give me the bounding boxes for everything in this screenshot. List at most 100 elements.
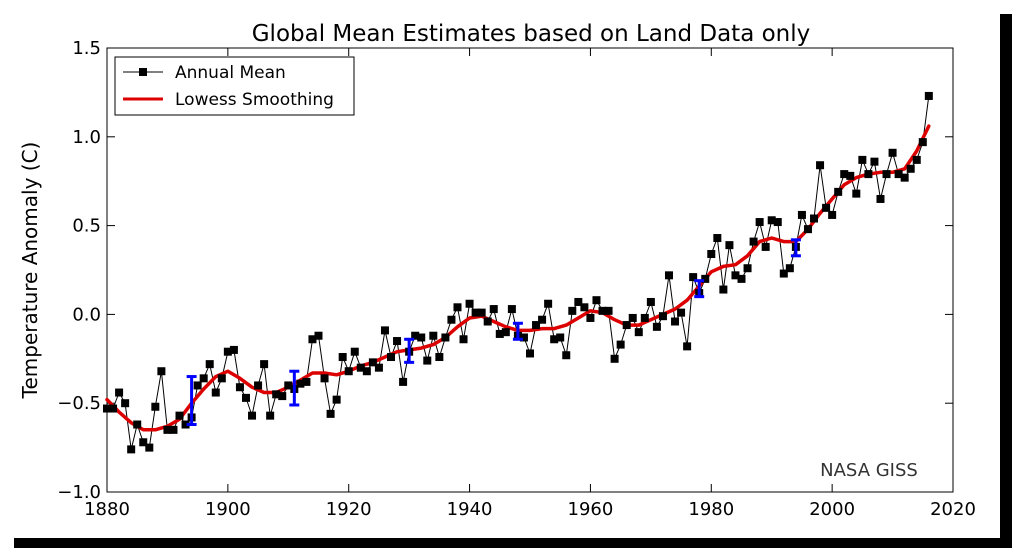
- plot-area: 1880 1900 1920 1940 1960 1980 2000 2020 −1.0 −0.5…: [57, 38, 976, 520]
- y-tick-label: 1.0: [72, 127, 101, 148]
- annual-mean-point: [332, 395, 341, 404]
- x-tick-label: 1880: [84, 499, 130, 520]
- annual-mean-point: [284, 381, 293, 390]
- annual-mean-point: [459, 335, 468, 344]
- annual-mean-point: [465, 299, 474, 308]
- annual-mean-point: [900, 173, 909, 182]
- annual-mean-point: [773, 218, 782, 227]
- annual-mean-point: [888, 148, 897, 157]
- annual-mean-point: [574, 297, 583, 306]
- annual-mean-point: [604, 306, 613, 315]
- annual-mean-point: [507, 305, 516, 314]
- annual-mean-point: [622, 321, 631, 330]
- y-tick-label: −0.5: [57, 393, 101, 414]
- chart-title: Global Mean Estimates based on Land Data…: [252, 21, 811, 47]
- annual-mean-point: [127, 445, 136, 454]
- annual-mean-point: [453, 303, 462, 312]
- annual-mean-point: [163, 425, 172, 434]
- annual-mean-point: [924, 91, 933, 100]
- plot-frame: [106, 47, 954, 493]
- annual-mean-point: [103, 404, 111, 413]
- legend-annual-label: Annual Mean: [175, 63, 286, 83]
- annual-mean-point: [121, 399, 130, 408]
- annual-mean-point: [852, 189, 861, 198]
- annual-mean-point: [846, 171, 855, 180]
- annual-mean-point: [193, 381, 202, 390]
- annual-mean-point: [320, 374, 329, 383]
- legend-annual-marker: [139, 68, 147, 76]
- annual-mean-point: [556, 333, 565, 342]
- annual-mean-point: [350, 347, 359, 356]
- annual-mean-point: [205, 360, 214, 369]
- annual-mean-point: [725, 241, 734, 250]
- annual-mean-point: [598, 306, 607, 315]
- annual-mean-point: [344, 367, 353, 376]
- annual-mean-point: [266, 411, 275, 420]
- annual-mean-point: [719, 285, 728, 294]
- annual-mean-point: [586, 313, 595, 322]
- annual-mean-point: [211, 388, 220, 397]
- annual-mean-point: [157, 367, 166, 376]
- annual-mean-point: [822, 203, 831, 212]
- annual-mean-point: [532, 321, 541, 330]
- legend-lowess-label: Lowess Smoothing: [175, 90, 334, 110]
- x-tick-label: 2000: [809, 499, 855, 520]
- annual-mean-point: [417, 333, 426, 342]
- y-axis-label: Temperature Anomaly (C): [18, 142, 42, 400]
- annual-mean-point: [870, 157, 879, 166]
- annual-mean-point: [296, 379, 305, 388]
- annual-mean-point: [743, 264, 752, 273]
- annual-mean-point: [652, 322, 661, 331]
- annual-mean-point: [882, 170, 891, 179]
- series-annual-mean-line: [107, 95, 930, 450]
- annual-mean-point: [387, 353, 396, 362]
- annual-mean-point: [876, 194, 885, 203]
- annual-mean-point: [248, 411, 257, 420]
- annual-mean-point: [115, 388, 124, 397]
- annual-mean-point: [483, 317, 492, 326]
- annual-mean-point: [526, 349, 534, 358]
- annual-mean-point: [749, 237, 758, 246]
- annual-mean-point: [223, 347, 232, 356]
- annual-mean-point: [634, 328, 643, 337]
- annual-mean-point: [701, 274, 710, 283]
- annual-mean-point: [241, 393, 250, 402]
- annual-mean-point: [501, 328, 510, 337]
- x-tick-label: 1960: [568, 499, 614, 520]
- annual-mean-point: [858, 155, 867, 164]
- annual-mean-point: [235, 383, 244, 392]
- annual-mean-point: [356, 363, 365, 372]
- annual-mean-point: [616, 340, 625, 349]
- annual-mean-point: [411, 331, 420, 340]
- legend-box: [114, 56, 355, 116]
- annual-mean-point: [326, 409, 335, 418]
- annual-mean-point: [550, 335, 559, 344]
- annual-mean-point: [731, 271, 740, 280]
- annual-mean-point: [495, 329, 504, 338]
- y-tick-label: 1.5: [72, 38, 101, 59]
- y-tick-label: 0.0: [72, 304, 101, 325]
- annual-mean-point: [658, 312, 667, 321]
- annual-mean-point: [797, 210, 806, 219]
- annual-mean-point: [489, 305, 498, 314]
- annual-mean-point: [568, 306, 577, 315]
- annual-mean-point: [707, 250, 716, 259]
- annual-mean-point: [109, 404, 118, 413]
- annual-mean-point: [761, 242, 770, 251]
- annual-mean-point: [133, 420, 142, 429]
- annual-mean-point: [519, 333, 528, 342]
- annual-mean-point: [640, 313, 649, 322]
- source-annotation: NASA GISS: [820, 460, 918, 481]
- annual-mean-point: [435, 353, 444, 362]
- x-tick-label: 1900: [205, 499, 251, 520]
- annual-mean-point: [610, 354, 619, 363]
- annual-mean-point: [399, 377, 408, 386]
- annual-mean-point: [477, 308, 486, 317]
- annual-mean-point: [683, 342, 692, 351]
- annual-mean-point: [834, 187, 843, 196]
- annual-mean-point: [338, 353, 347, 362]
- annual-mean-point: [816, 161, 825, 170]
- annual-mean-point: [664, 271, 673, 280]
- annual-mean-point: [810, 214, 819, 223]
- annual-mean-point: [544, 299, 553, 308]
